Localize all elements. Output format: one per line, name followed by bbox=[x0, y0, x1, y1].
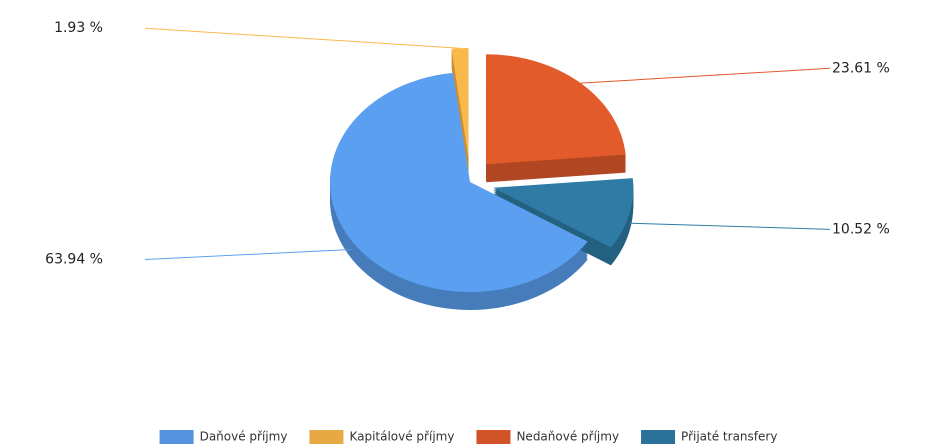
legend-swatch bbox=[159, 430, 194, 444]
data-label: 1.93 % bbox=[54, 20, 103, 36]
legend-swatch bbox=[309, 430, 344, 444]
data-label: 10.52 % bbox=[832, 221, 890, 237]
leader-line bbox=[580, 67, 831, 84]
data-label: 63.94 % bbox=[45, 252, 103, 268]
leader-line bbox=[144, 248, 352, 261]
legend-label: Nedaňové příjmy bbox=[516, 430, 619, 444]
legend-label: Přijaté transfery bbox=[681, 430, 777, 444]
leader-line bbox=[629, 222, 831, 230]
leader-line bbox=[144, 27, 460, 49]
slice bbox=[451, 48, 469, 159]
data-label: 23.61 % bbox=[832, 60, 890, 76]
slice bbox=[486, 54, 626, 165]
legend-label: Daňové příjmy bbox=[200, 430, 288, 444]
legend-swatch bbox=[641, 430, 676, 444]
slice bbox=[493, 178, 634, 248]
slice bbox=[330, 72, 588, 293]
legend-label: Kapitálové příjmy bbox=[349, 430, 454, 444]
legend-swatch bbox=[476, 430, 511, 444]
